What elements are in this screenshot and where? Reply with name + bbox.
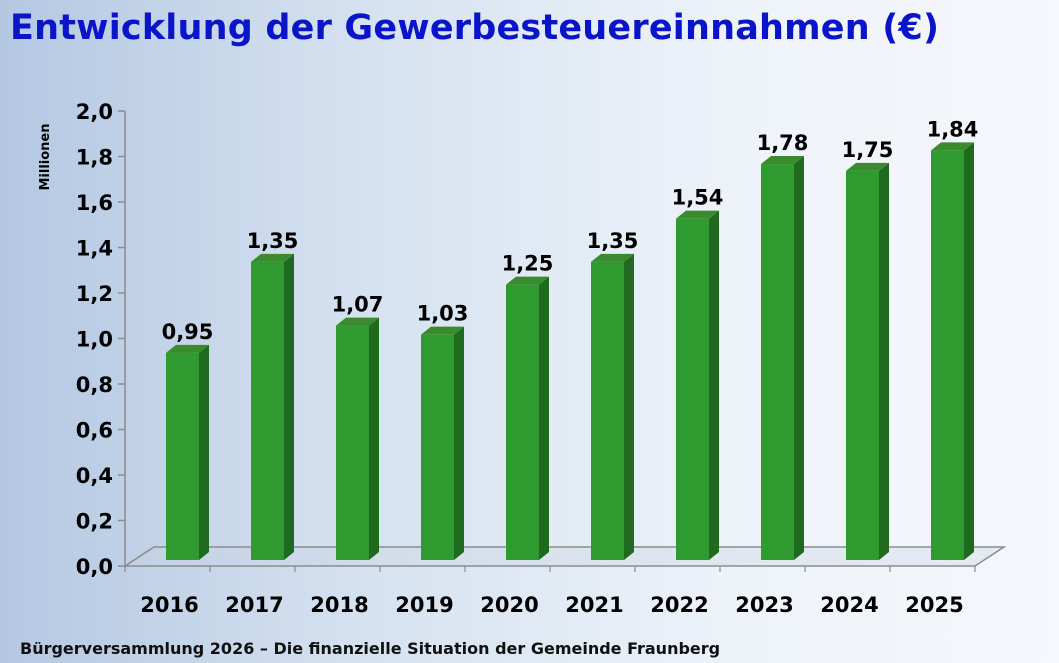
y-tick-label: 0,0: [76, 555, 113, 579]
footer-caption: Bürgerversammlung 2026 – Die finanzielle…: [20, 639, 721, 658]
x-tick-label: 2016: [140, 593, 198, 617]
bar-top: [591, 253, 634, 262]
bar-top: [761, 156, 804, 165]
bar-side: [454, 326, 464, 560]
bar-front: [591, 261, 624, 560]
bar-front: [336, 325, 369, 560]
bar-side: [284, 253, 294, 560]
data-label: 1,35: [587, 229, 639, 253]
chart-title: Entwicklung der Gewerbesteuereinnahmen (…: [10, 8, 940, 48]
bar-side: [879, 162, 889, 560]
y-tick-label: 1,0: [76, 328, 113, 352]
bar-top: [931, 142, 974, 151]
bar-side: [964, 142, 974, 560]
bar-top: [506, 276, 549, 285]
y-axis-title: Millionen: [38, 123, 53, 190]
bar-front: [846, 170, 879, 560]
x-tick-label: 2017: [225, 593, 283, 617]
bar: [761, 156, 804, 561]
data-label: 1,35: [247, 229, 299, 253]
y-tick-label: 0,6: [76, 419, 113, 443]
data-label: 1,84: [927, 117, 979, 141]
y-tick-label: 1,6: [76, 191, 113, 215]
x-tick-label: 2023: [735, 593, 793, 617]
bar-side: [624, 253, 634, 560]
bar-front: [421, 334, 454, 560]
bar: [166, 344, 209, 560]
x-tick-label: 2021: [565, 593, 623, 617]
bar-side: [369, 317, 379, 560]
bar-front: [506, 284, 539, 560]
y-tick-label: 0,4: [76, 464, 113, 488]
y-tick-label: 1,4: [76, 237, 113, 261]
bar-side: [539, 276, 549, 560]
chart-labels: 0,0 0,2 0,4 0,6 0,8 1,0 1,2 1,4 1,6 1,8 2,0 Million…: [38, 100, 978, 617]
bar-front: [761, 164, 794, 561]
x-tick-label: 2018: [310, 593, 368, 617]
data-label: 1,75: [842, 138, 894, 162]
data-label: 1,07: [332, 293, 384, 317]
bar: [421, 326, 464, 560]
x-tick-label: 2019: [395, 593, 453, 617]
bar-side: [199, 344, 209, 560]
data-label: 1,25: [502, 252, 554, 276]
bar-top: [421, 326, 464, 335]
bar-top: [676, 210, 719, 219]
bar-top: [846, 162, 889, 171]
bar-front: [676, 218, 709, 560]
bar: [251, 253, 294, 560]
bar: [506, 276, 549, 560]
y-tick-label: 2,0: [76, 100, 113, 124]
data-label: 1,78: [757, 131, 809, 155]
data-label: 0,95: [162, 320, 214, 344]
x-tick-label: 2025: [905, 593, 963, 617]
x-tick-label: 2024: [820, 593, 878, 617]
chart-bars: [166, 142, 974, 561]
bar: [591, 253, 634, 560]
bar-top: [166, 344, 209, 353]
bar-front: [251, 261, 284, 560]
bar-front: [166, 352, 199, 560]
y-tick-label: 0,8: [76, 373, 113, 397]
x-tick-label: 2020: [480, 593, 538, 617]
x-tick-label: 2022: [650, 593, 708, 617]
bar-side: [709, 210, 719, 560]
y-tick-label: 0,2: [76, 510, 113, 534]
data-label: 1,03: [417, 302, 469, 326]
bar: [676, 210, 719, 560]
y-tick-label: 1,8: [76, 146, 113, 170]
bar-front: [931, 150, 964, 560]
y-tick-label: 1,2: [76, 282, 113, 306]
bar: [846, 162, 889, 560]
bar: [931, 142, 974, 560]
bar-side: [794, 156, 804, 561]
bar-top: [336, 317, 379, 326]
data-label: 1,54: [672, 186, 724, 210]
bar: [336, 317, 379, 560]
bar-top: [251, 253, 294, 262]
